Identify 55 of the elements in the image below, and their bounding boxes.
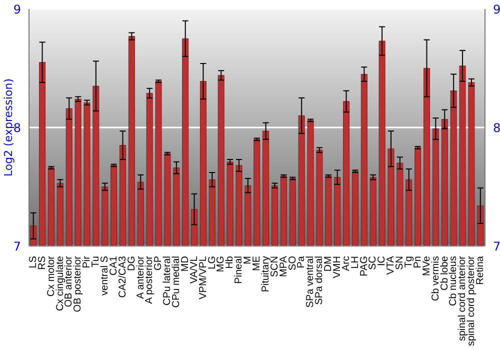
x-tick-label: A anterior — [135, 255, 146, 299]
x-tick-label: MD — [180, 256, 191, 272]
x-tick-label: VMH — [332, 256, 343, 278]
x-tick-label: Cb lobe — [439, 256, 450, 290]
x-tick-label: OB anterior — [64, 255, 75, 308]
y2-tick-label: 8 — [493, 120, 500, 135]
x-tick-label: CPu medial — [171, 256, 182, 308]
x-tick-label: ME — [252, 256, 262, 271]
x-tick-label: GP — [153, 256, 164, 270]
x-tick-label: Pineal — [234, 256, 245, 284]
x-tick-label: Cx cingulate — [54, 256, 66, 312]
x-tick-label: Cb nucleus — [448, 256, 460, 306]
x-tick-label: Cx motor — [46, 255, 57, 297]
x-tick-label: Pir — [82, 255, 93, 268]
x-tick-label: Retina — [475, 256, 486, 285]
x-tick-label: LS — [28, 256, 39, 268]
x-tick-label: IC — [376, 256, 388, 266]
x-tick-label: DG — [126, 256, 138, 271]
x-tick-label: MPA — [278, 256, 290, 277]
x-tick-label: VPM/VPL — [198, 256, 209, 300]
x-tick-label: SN — [394, 256, 406, 270]
x-tick-label: M — [242, 256, 254, 264]
x-tick-label: Arc — [340, 256, 352, 271]
x-tick-label: MVe — [421, 256, 432, 276]
x-tick-label: Tg — [404, 256, 414, 268]
y2-tick-label: 7 — [493, 239, 500, 254]
y-tick-label: 9 — [13, 2, 21, 16]
x-tick-label: Pa — [296, 256, 308, 268]
x-tick-label: Pituitary — [260, 256, 272, 292]
x-tick-label: Cb vermis — [430, 256, 442, 302]
x-tick-label: PAG — [358, 256, 370, 276]
x-tick-label: SPa dorsal — [314, 256, 326, 305]
x-tick-label: VA/VL — [188, 256, 200, 284]
y-tick-label: 7 — [13, 239, 21, 254]
x-tick-label: Tu — [90, 256, 102, 268]
y2-tick-label: 9 — [493, 2, 500, 16]
x-tick-label: Hb — [224, 256, 236, 269]
x-tick-label: OB posterior — [72, 255, 84, 312]
x-tick-label: A posterior — [144, 255, 156, 304]
x-tick-label: SCN — [269, 256, 280, 278]
x-tick-label: SC — [368, 256, 379, 270]
x-tick-label: SO — [287, 256, 298, 270]
x-tick-label: CA1 — [108, 256, 120, 276]
x-tick-label: LH — [350, 256, 361, 269]
x-tick-label: spinal cord posterior — [466, 255, 478, 346]
x-tick-label: ventral S — [100, 256, 110, 296]
y-axis-title: Log2 (expression) — [2, 78, 15, 177]
y-tick-label: 8 — [13, 120, 21, 135]
x-tick-label: VTA — [386, 256, 397, 275]
x-tick-label: RS — [36, 256, 48, 270]
x-tick-label: CA2/CA3 — [117, 256, 128, 298]
x-tick-label: DM — [323, 256, 334, 272]
x-tick-label: spinal cord anterior — [457, 255, 468, 342]
x-tick-label: Pn — [412, 256, 424, 268]
x-tick-label: LG — [206, 256, 218, 270]
